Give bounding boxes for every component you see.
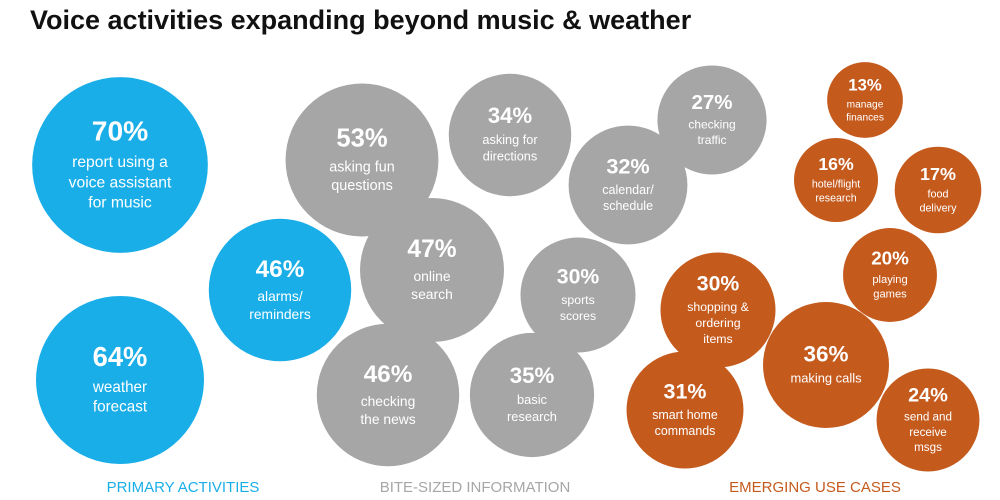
bubble	[568, 125, 688, 245]
bubble	[360, 198, 504, 342]
bubble-label: playing games	[872, 274, 907, 301]
bubble	[469, 332, 595, 458]
bubble	[763, 302, 889, 428]
bubble	[316, 323, 460, 467]
bubble	[657, 65, 767, 175]
bubble	[520, 237, 636, 353]
group-label: EMERGING USE CASES	[729, 479, 901, 496]
bubble	[660, 252, 776, 368]
bubble-value-label: 30%	[697, 273, 740, 296]
bubble-label: shopping & ordering items	[687, 300, 749, 346]
bubble	[894, 146, 982, 234]
bubble-label: report using a voice assistant for music	[69, 154, 172, 212]
bubble-label: food delivery	[919, 189, 957, 215]
bubble-value-label: 31%	[664, 379, 707, 403]
bubble-label: hotel/flight research	[812, 178, 860, 204]
bubble-value-label: 16%	[818, 154, 854, 174]
bubble	[208, 218, 352, 362]
group-label: PRIMARY ACTIVITIES	[107, 479, 260, 496]
bubble-value-label: 46%	[256, 256, 305, 283]
bubble-label: alarms/reminders	[249, 288, 311, 322]
bubble-label: manage finances	[846, 99, 884, 123]
bubble-label: sports scores	[560, 293, 596, 323]
bubble	[843, 228, 937, 322]
bubble-label: online search	[411, 268, 453, 302]
bubble	[626, 351, 744, 469]
bubble-label: checking traffic	[688, 118, 735, 148]
bubble	[448, 73, 572, 197]
bubble	[36, 296, 204, 464]
bubble-label: calendar/schedule	[602, 183, 654, 213]
bubble-label: smart home commands	[652, 408, 718, 438]
bubble-label: checking the news	[360, 393, 415, 427]
bubble-label: weather forecast	[92, 379, 148, 416]
bubble-value-label: 36%	[803, 341, 848, 366]
bubble	[285, 83, 439, 237]
bubble-value-label: 53%	[336, 125, 387, 153]
bubble	[827, 62, 903, 138]
bubble-value-label: 47%	[407, 236, 456, 263]
bubble-label: basic research	[507, 393, 557, 425]
bubble	[32, 77, 208, 253]
bubble-value-label: 13%	[848, 75, 882, 94]
bubble	[794, 138, 878, 222]
bubble-value-label: 34%	[488, 103, 533, 128]
bubble-value-label: 24%	[908, 385, 948, 407]
bubble-label: asking for directions	[482, 132, 538, 164]
bubble-value-label: 20%	[871, 248, 909, 269]
bubble-value-label: 30%	[557, 266, 600, 289]
bubble-value-label: 64%	[93, 341, 148, 372]
bubble-value-label: 32%	[606, 153, 649, 178]
bubble-label: making calls	[790, 371, 861, 386]
bubble-value-label: 35%	[510, 363, 555, 388]
bubble-label: send and receive msgs	[904, 411, 952, 454]
bubble-value-label: 46%	[364, 361, 413, 388]
bubble-label: asking fun questions	[329, 159, 395, 194]
bubble	[876, 368, 980, 472]
chart-title: Voice activities expanding beyond music …	[30, 5, 692, 35]
bubble-value-label: 17%	[920, 164, 956, 184]
bubble-value-label: 70%	[92, 114, 148, 146]
bubble-value-label: 27%	[691, 91, 732, 114]
group-label: BITE-SIZED INFORMATION	[380, 479, 571, 496]
